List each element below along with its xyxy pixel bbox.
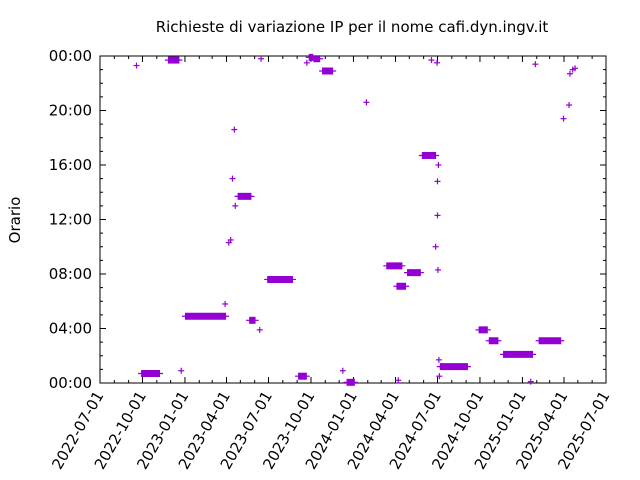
plot-area — [99, 55, 607, 384]
y-tick-label: 20:00 — [49, 102, 92, 120]
data-point — [527, 378, 534, 385]
y-tick-label: 12:00 — [49, 211, 92, 229]
data-point — [434, 266, 441, 273]
data-point — [435, 162, 442, 168]
data-point — [572, 65, 579, 72]
data-point — [566, 70, 573, 77]
data-point — [363, 99, 370, 106]
y-tick-label: 00:00 — [49, 374, 92, 392]
data-point — [532, 61, 539, 68]
data-point — [303, 59, 310, 66]
series-ip-changes — [133, 53, 579, 386]
y-tick-label: 00:00 — [49, 47, 92, 65]
x-axis: 2022-07-012022-10-012023-01-012023-04-01… — [48, 56, 613, 473]
data-point — [258, 55, 265, 62]
data-point — [434, 59, 441, 66]
data-point — [227, 236, 234, 243]
y-tick-label: 08:00 — [49, 265, 92, 283]
chart-title: Richieste di variazione IP per il nome c… — [156, 18, 549, 36]
data-point — [229, 175, 236, 182]
data-point — [560, 115, 567, 122]
y-axis-label: Orario — [6, 197, 24, 244]
data-point — [435, 356, 442, 363]
data-point — [133, 62, 140, 69]
data-point — [256, 326, 263, 333]
data-point — [434, 212, 441, 219]
data-point — [566, 102, 573, 109]
data-point — [339, 367, 346, 374]
data-point — [231, 126, 238, 133]
data-point — [428, 57, 435, 64]
data-point — [432, 243, 439, 250]
data-point — [232, 202, 239, 209]
data-point — [222, 300, 229, 307]
y-tick-label: 16:00 — [49, 156, 92, 174]
data-point — [436, 373, 443, 380]
data-point — [178, 367, 185, 374]
y-tick-label: 04:00 — [49, 320, 92, 338]
data-point — [395, 377, 402, 384]
y-axis: 00:00 04:00 08:00 12:00 16:00 20:00 00:00 — [49, 47, 606, 392]
data-point — [434, 178, 441, 185]
